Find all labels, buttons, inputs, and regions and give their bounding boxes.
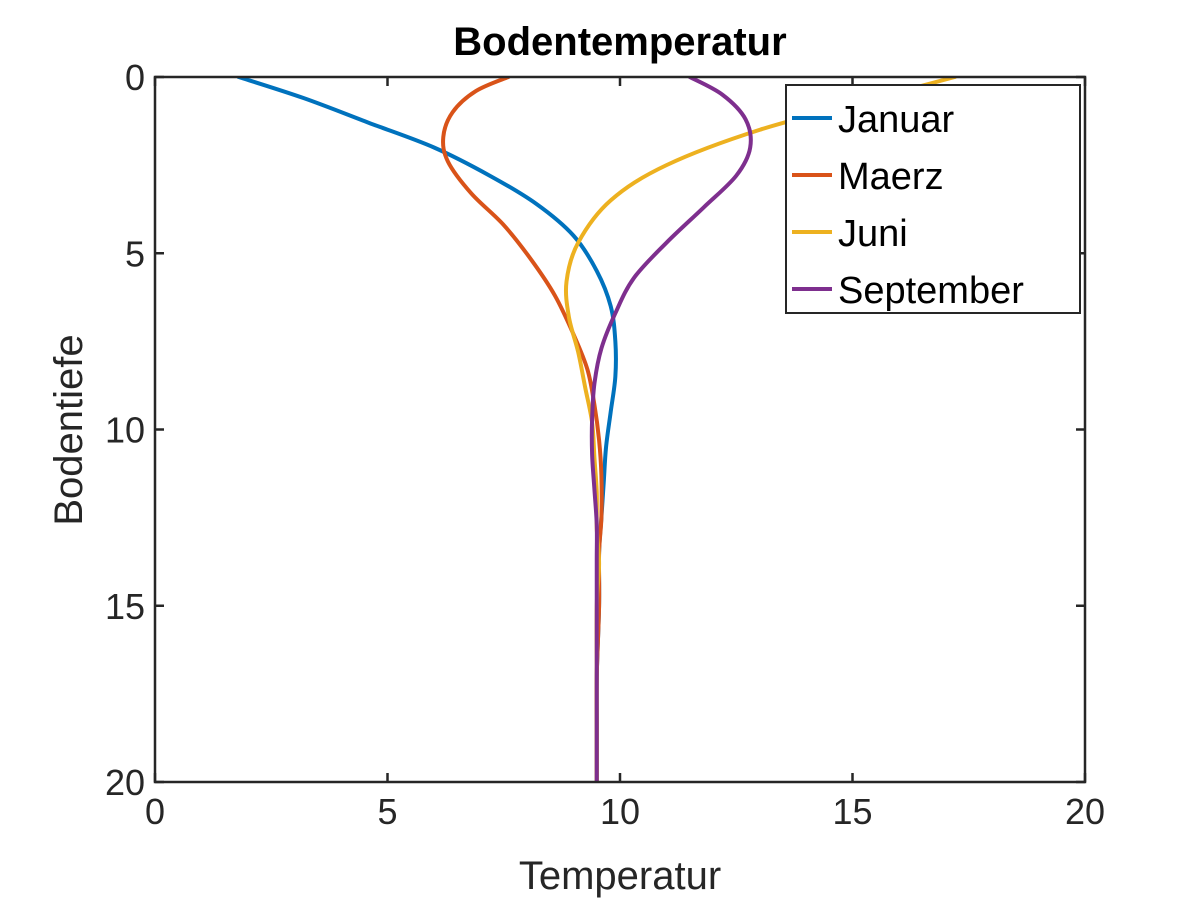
legend-box (785, 84, 1081, 314)
legend: Januar Maerz Juni September (785, 84, 1081, 314)
x-tick-label: 20 (1065, 791, 1105, 832)
x-tick-label: 5 (377, 791, 397, 832)
series-line-september (589, 77, 753, 782)
y-axis-label: Bodentiefe (47, 334, 91, 525)
legend-label-september: September (838, 270, 1024, 312)
series-line-maerz (441, 77, 604, 782)
x-tick-label: 0 (145, 791, 165, 832)
chart-title: Bodentemperatur (453, 20, 786, 64)
y-tick-label: 0 (125, 57, 145, 98)
y-tick-label: 5 (125, 233, 145, 274)
legend-label-januar: Januar (838, 99, 955, 141)
y-tick-label: 20 (105, 762, 145, 803)
x-tick-label: 10 (600, 791, 640, 832)
x-axis-label: Temperatur (519, 854, 721, 898)
legend-label-maerz: Maerz (838, 156, 944, 198)
legend-label-juni: Juni (838, 213, 908, 255)
y-tick-label: 15 (105, 586, 145, 627)
x-tick-label: 15 (832, 791, 872, 832)
y-tick-label: 10 (105, 410, 145, 451)
series-lines (236, 77, 957, 782)
